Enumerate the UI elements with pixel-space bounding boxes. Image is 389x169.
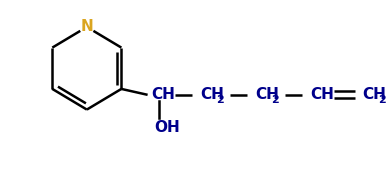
Text: 2: 2 bbox=[216, 95, 224, 105]
Text: CH: CH bbox=[200, 87, 224, 102]
Text: CH: CH bbox=[255, 87, 279, 102]
Text: 2: 2 bbox=[271, 95, 279, 105]
Text: N: N bbox=[81, 19, 93, 34]
Text: CH: CH bbox=[151, 87, 175, 102]
Text: OH: OH bbox=[154, 120, 180, 135]
Text: 2: 2 bbox=[378, 95, 386, 105]
Text: CH: CH bbox=[310, 87, 334, 102]
Text: CH: CH bbox=[362, 87, 386, 102]
